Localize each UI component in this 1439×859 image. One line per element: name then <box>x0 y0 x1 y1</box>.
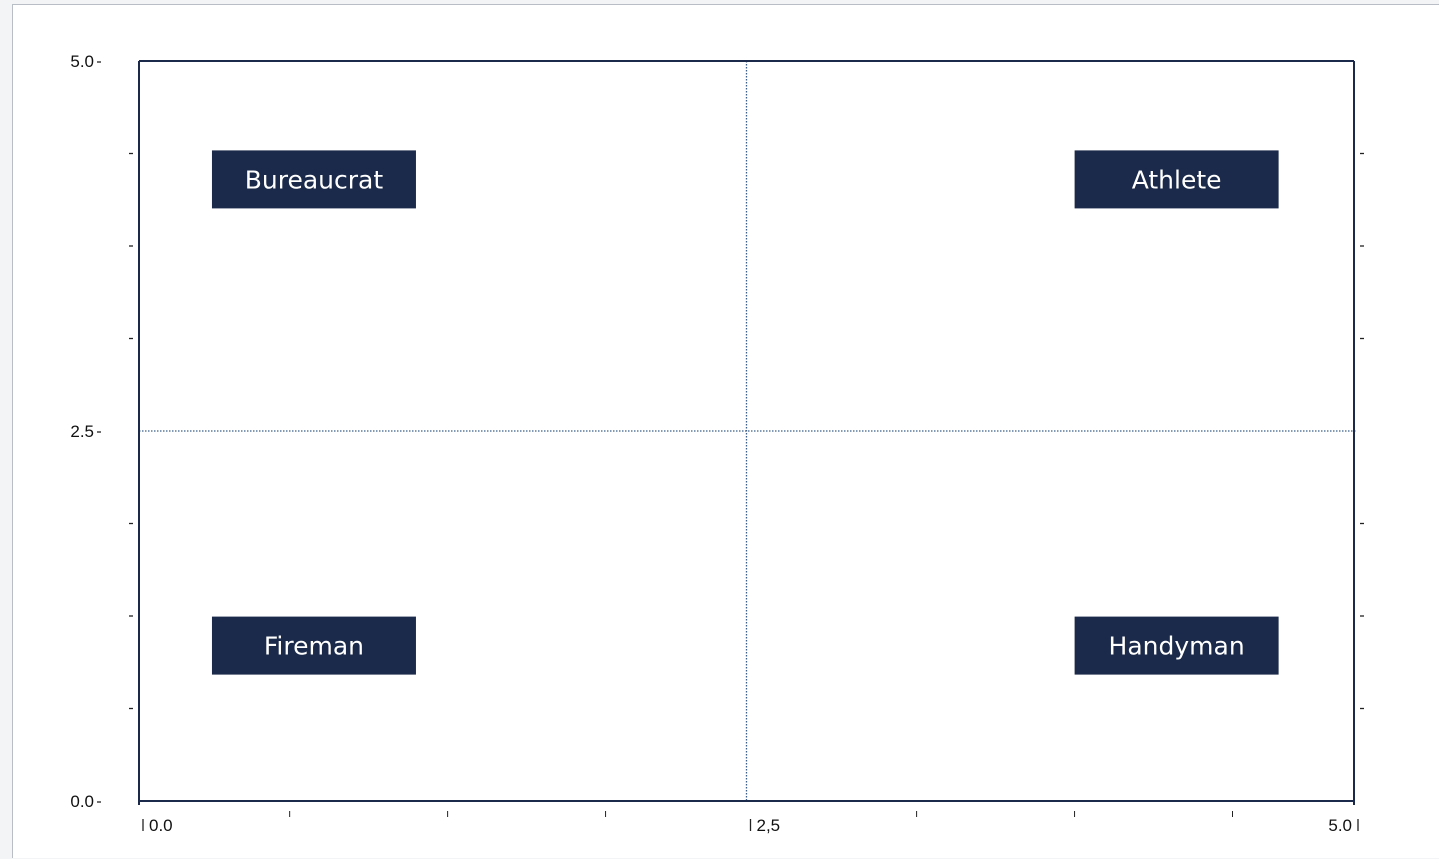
x-tick-label: 2,5 <box>757 816 781 835</box>
point-label-box-fireman <box>211 616 416 675</box>
y-tick-label: 2.5 <box>70 422 94 441</box>
axes <box>138 60 1355 805</box>
x-axis-ticks: 0.0 2,5 5.0 <box>142 811 1359 835</box>
point-label-box-athlete <box>1074 150 1279 209</box>
y-tick-label: 0.0 <box>70 792 94 811</box>
chart-frame: 0.0 2.5 5.0 0.0 2,5 5.0 Bureaucrat Athlete Fir… <box>12 4 1439 858</box>
point-label-handyman: Handyman <box>1109 632 1245 661</box>
quadrant-labels: Bureaucrat Athlete Fireman Handyman <box>211 150 1279 675</box>
quadrant-dividers <box>139 61 1357 801</box>
point-label-fireman: Fireman <box>264 632 364 661</box>
y-axis-ticks: 0.0 2.5 5.0 <box>70 52 1364 811</box>
x-tick-label: 0.0 <box>149 816 173 835</box>
quadrant-chart: 0.0 2.5 5.0 0.0 2,5 5.0 Bureaucrat Athlete Fir… <box>70 52 1364 835</box>
y-tick-label: 5.0 <box>70 52 94 71</box>
point-label-athlete: Athlete <box>1132 165 1222 194</box>
x-tick-label: 5.0 <box>1328 816 1352 835</box>
point-label-box-bureaucrat <box>211 150 416 209</box>
point-label-bureaucrat: Bureaucrat <box>245 165 384 194</box>
point-label-box-handyman <box>1074 616 1279 675</box>
